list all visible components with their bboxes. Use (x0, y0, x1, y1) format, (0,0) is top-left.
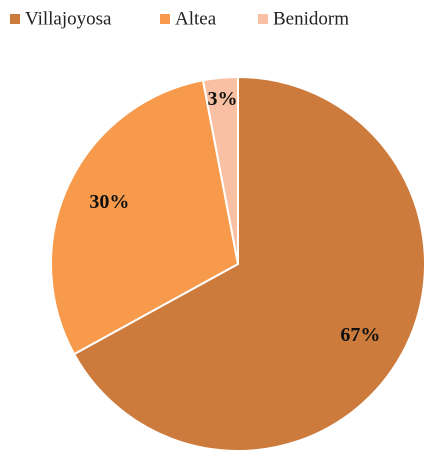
legend-label: Altea (175, 8, 217, 29)
data-label: 30% (89, 191, 129, 213)
pie-slice (201, 75, 239, 265)
legend-swatch (160, 14, 170, 24)
pie-slice (50, 79, 240, 356)
legend-swatch (10, 14, 20, 24)
legend-swatch (258, 14, 268, 24)
legend-label: Villajoyosa (25, 8, 112, 29)
data-label: 67% (340, 324, 380, 346)
pie-slice (72, 75, 424, 452)
data-label: 3% (208, 88, 238, 110)
legend-label: Benidorm (273, 8, 349, 29)
